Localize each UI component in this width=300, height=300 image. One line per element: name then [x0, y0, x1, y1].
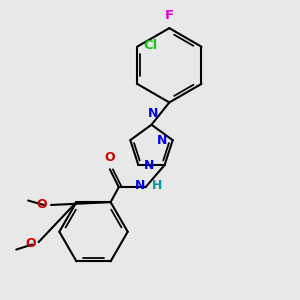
Text: Cl: Cl [144, 39, 158, 52]
Text: N: N [157, 134, 167, 147]
Text: N: N [148, 107, 158, 120]
Text: N: N [144, 159, 154, 172]
Text: H: H [152, 179, 163, 192]
Text: F: F [165, 9, 174, 22]
Text: O: O [25, 237, 36, 250]
Text: O: O [37, 199, 47, 212]
Text: N: N [135, 179, 146, 192]
Text: O: O [104, 151, 115, 164]
